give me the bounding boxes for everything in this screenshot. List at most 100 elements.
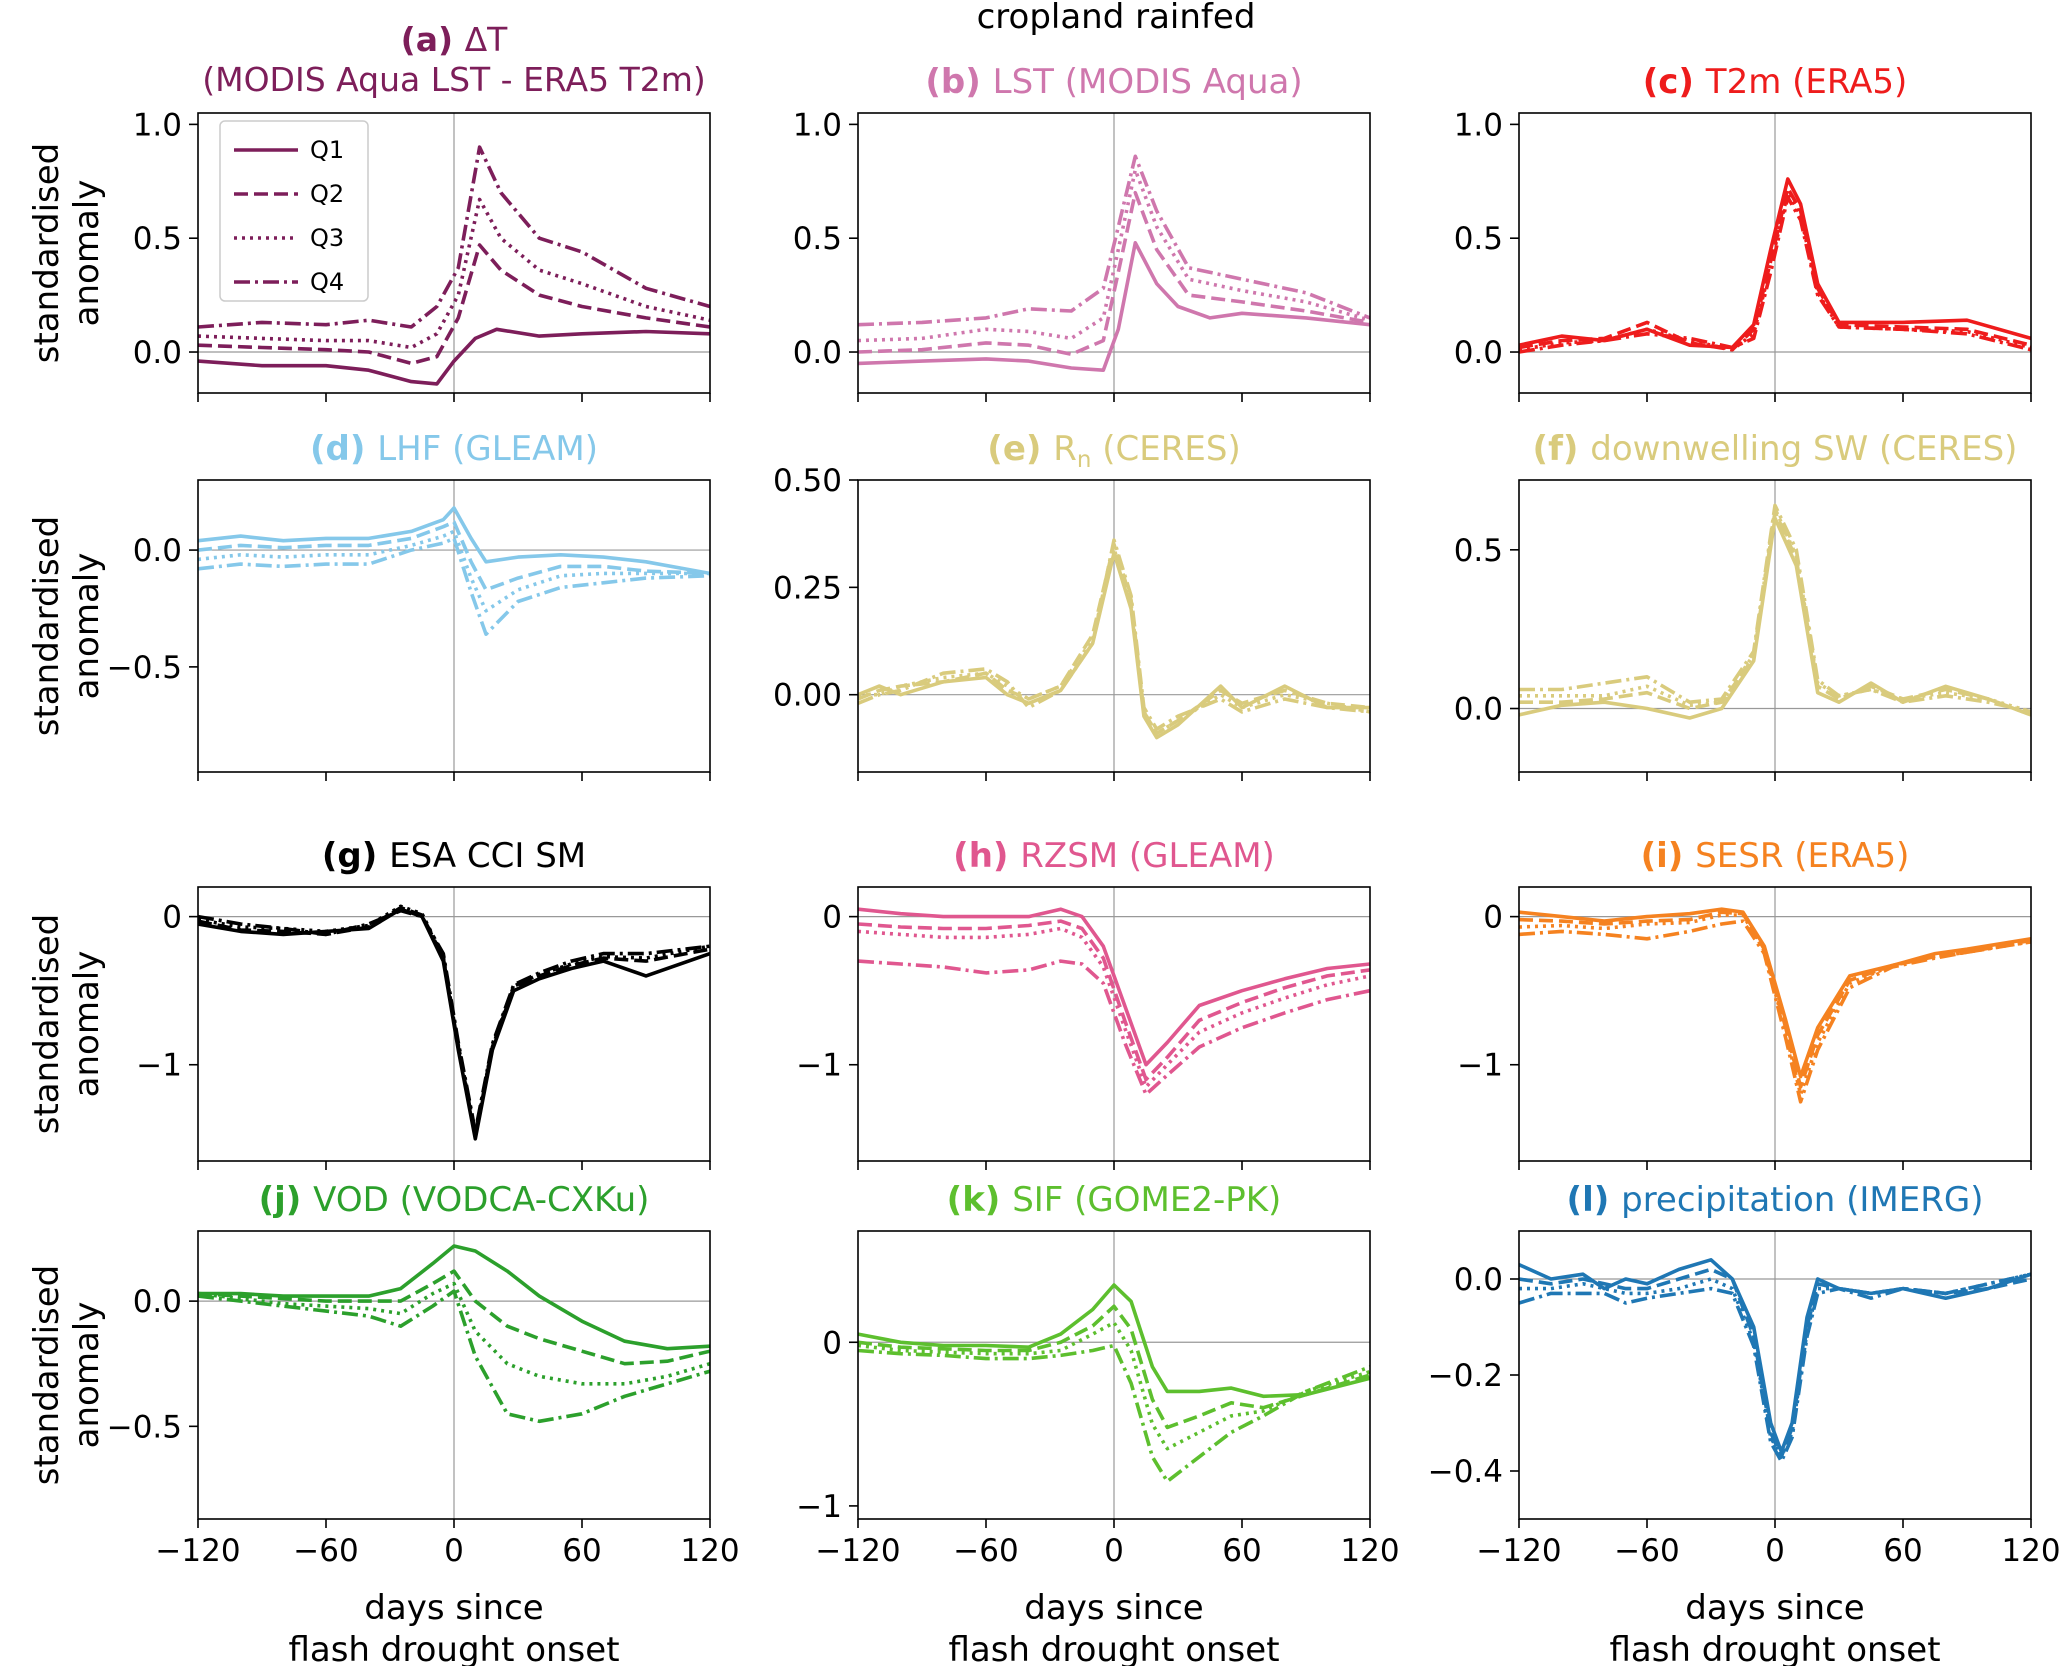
y-tick-label-l: −0.4 xyxy=(1428,1454,1503,1490)
y-axis-label2-d: anomaly xyxy=(67,553,107,700)
y-tick-label-c: 0.5 xyxy=(1454,221,1503,257)
series-line-i-q3 xyxy=(1519,913,2031,1097)
series-line-g-q4 xyxy=(198,908,710,1134)
y-axis-label-g: standardised xyxy=(27,914,67,1134)
series-line-h-q4 xyxy=(858,959,1370,1097)
series-group-a xyxy=(198,145,710,386)
x-tick-label-l: −60 xyxy=(1614,1533,1679,1569)
series-line-b-q4 xyxy=(858,154,1370,327)
x-tick-label-k: −60 xyxy=(953,1533,1018,1569)
series-line-k-q2 xyxy=(858,1304,1370,1430)
series-line-f-q3 xyxy=(1519,506,2031,714)
series-group-b xyxy=(858,154,1370,372)
series-line-f-q4 xyxy=(1519,503,2031,714)
panel-title-k: (k) SIF (GOME2-PK) xyxy=(947,1180,1282,1220)
series-line-d-q2 xyxy=(198,520,710,592)
x-axis-label-l: days since xyxy=(1685,1588,1864,1628)
panel-a: 0.0 0.5 1.0 (a) ΔT(MODIS Aqua LST - ERA5 T2… xyxy=(27,20,711,402)
series-line-c-q2 xyxy=(1519,186,2031,352)
panel-title-l: (l) precipitation (IMERG) xyxy=(1567,1180,1984,1220)
series-line-k-q4 xyxy=(858,1343,1370,1484)
series-line-e-q3 xyxy=(858,546,1370,736)
x-tick-label-j: −120 xyxy=(155,1533,240,1569)
y-tick-label-k: −1 xyxy=(796,1489,842,1525)
panel-tag-i: (i) xyxy=(1641,836,1696,876)
series-line-a-q4 xyxy=(198,145,710,329)
panel-title-j: (j) VOD (VODCA-CXKu) xyxy=(259,1180,650,1220)
x-tick-label-l: −120 xyxy=(1476,1533,1561,1569)
x-tick-label-k: −120 xyxy=(815,1533,900,1569)
panel-f: 0.0 0.5 (f) downwelling SW (CERES) xyxy=(1454,429,2032,781)
panel-tag-h: (h) xyxy=(953,836,1020,876)
y-tick-label-f: 0.0 xyxy=(1454,692,1503,728)
panel-title-g: (g) ESA CCI SM xyxy=(322,836,586,876)
x-axis-label2-l: flash drought onset xyxy=(1609,1630,1940,1666)
y-axis-label-j: standardised xyxy=(27,1265,67,1485)
x-tick-label-j: −60 xyxy=(293,1533,358,1569)
series-line-j-q4 xyxy=(198,1289,710,1424)
x-axis-label-k: days since xyxy=(1024,1588,1203,1628)
panel-tag-f: (f) xyxy=(1533,429,1591,469)
series-line-h-q1 xyxy=(858,907,1370,1067)
series-line-k-q1 xyxy=(858,1283,1370,1399)
y-tick-label-e: 0.50 xyxy=(773,463,842,499)
y-tick-label-a: 0.5 xyxy=(133,221,182,257)
panel-title-rest-e: (CERES) xyxy=(1091,429,1240,469)
legend-label-q2: Q2 xyxy=(310,180,344,208)
series-group-i xyxy=(1519,907,2031,1104)
series-line-j-q3 xyxy=(198,1281,710,1386)
y-axis-label-a: standardised xyxy=(27,143,67,363)
figure-suptitle: cropland rainfed xyxy=(977,0,1256,37)
y-tick-label-i: 0 xyxy=(1483,900,1503,936)
y-tick-label-d: −0.5 xyxy=(107,650,182,686)
x-tick-label-k: 60 xyxy=(1222,1533,1261,1569)
panel-j: −120 −60 0 60 120 −0.5 0.0 (j) VOD (VODCA-CXKu)… xyxy=(27,1180,740,1666)
panel-title-i: (i) SESR (ERA5) xyxy=(1641,836,1910,876)
panel-title-f: (f) downwelling SW (CERES) xyxy=(1533,429,2018,469)
panel-b: 0.0 0.5 1.0 (b) LST (MODIS Aqua) xyxy=(793,62,1371,402)
panel-tag-d: (d) xyxy=(310,429,377,469)
panel-title-d: (d) LHF (GLEAM) xyxy=(310,429,598,469)
panel-tag-l: (l) xyxy=(1567,1180,1622,1220)
x-tick-label-l: 60 xyxy=(1883,1533,1922,1569)
series-line-d-q1 xyxy=(198,506,710,576)
series-line-l-q2 xyxy=(1519,1267,2031,1459)
series-line-l-q4 xyxy=(1519,1272,2031,1464)
legend-frame xyxy=(219,120,369,302)
series-group-f xyxy=(1519,503,2031,720)
x-tick-label-k: 0 xyxy=(1104,1533,1124,1569)
y-axis-label2-j: anomaly xyxy=(67,1302,107,1449)
series-line-a-q2 xyxy=(198,243,710,366)
series-line-g-q3 xyxy=(198,904,710,1137)
y-tick-label-l: −0.2 xyxy=(1428,1358,1503,1394)
y-tick-label-b: 0.0 xyxy=(793,335,842,371)
series-line-d-q4 xyxy=(198,536,710,636)
series-line-e-q4 xyxy=(858,538,1370,731)
series-line-i-q4 xyxy=(1519,919,2031,1104)
panel-tag-j: (j) xyxy=(259,1180,314,1220)
y-axis-label2-g: anomaly xyxy=(67,951,107,1098)
x-tick-label-j: 60 xyxy=(562,1533,601,1569)
panel-title-a: (a) ΔT xyxy=(401,20,508,59)
series-group-l xyxy=(1519,1258,2031,1464)
series-line-c-q4 xyxy=(1519,195,2031,354)
x-tick-label-j: 0 xyxy=(444,1533,464,1569)
panel-c: 0.0 0.5 1.0 (c) T2m (ERA5) xyxy=(1454,62,2032,402)
x-axis-label2-j: flash drought onset xyxy=(288,1630,619,1666)
panel-h: −1 0 (h) RZSM (GLEAM) xyxy=(796,836,1371,1170)
x-tick-label-l: 120 xyxy=(2001,1533,2060,1569)
y-tick-label-h: 0 xyxy=(822,900,842,936)
y-axis-label-d: standardised xyxy=(27,516,67,736)
y-tick-label-a: 0.0 xyxy=(133,335,182,371)
y-tick-label-i: −1 xyxy=(1457,1048,1503,1084)
panel-d: −0.5 0.0 (d) LHF (GLEAM) standardised anomal… xyxy=(27,429,711,781)
panel-title-subscript-e: n xyxy=(1077,447,1092,473)
panel-tag-e: (e) xyxy=(987,429,1053,469)
x-tick-label-l: 0 xyxy=(1765,1533,1785,1569)
x-axis-label-j: days since xyxy=(364,1588,543,1628)
panel-tag-c: (c) xyxy=(1643,62,1706,102)
legend-label-q4: Q4 xyxy=(310,268,344,296)
series-line-d-q3 xyxy=(198,529,710,613)
series-line-b-q1 xyxy=(858,241,1370,372)
x-tick-label-k: 120 xyxy=(1340,1533,1399,1569)
